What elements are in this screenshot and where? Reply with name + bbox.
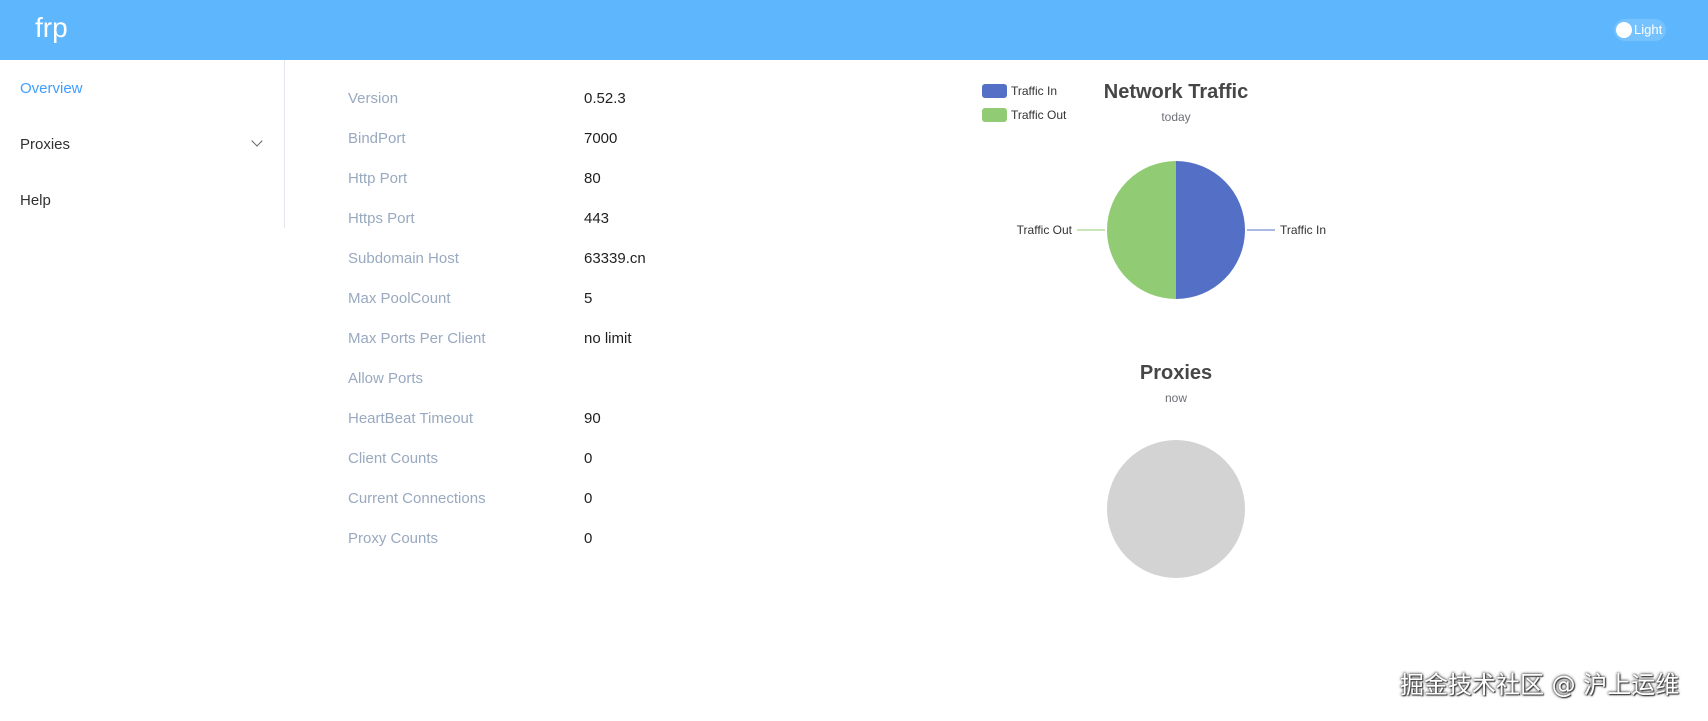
info-label: Https Port bbox=[348, 210, 415, 227]
toggle-knob bbox=[1616, 22, 1632, 38]
info-value: 5 bbox=[584, 290, 593, 307]
traffic-legend: Traffic In Traffic Out bbox=[982, 84, 1067, 122]
info-label: Allow Ports bbox=[348, 370, 424, 387]
legend-item-traffic-in[interactable]: Traffic In bbox=[1011, 84, 1057, 98]
info-label: BindPort bbox=[348, 130, 406, 147]
info-label: Current Connections bbox=[348, 490, 486, 507]
info-label: Proxy Counts bbox=[348, 530, 439, 547]
sidebar-item-proxies[interactable]: Proxies bbox=[20, 136, 71, 153]
proxies-chart: Proxies now bbox=[1107, 362, 1245, 578]
info-value: 63339.cn bbox=[584, 250, 646, 267]
info-label: Max PoolCount bbox=[348, 290, 451, 307]
info-value: no limit bbox=[584, 330, 632, 347]
info-label: Subdomain Host bbox=[348, 250, 459, 267]
info-value: 80 bbox=[584, 170, 601, 187]
proxies-chart-subtitle: now bbox=[1165, 391, 1187, 405]
info-label: Version bbox=[348, 90, 399, 107]
theme-toggle-label: Light bbox=[1634, 22, 1663, 37]
info-label: Http Port bbox=[348, 170, 408, 187]
info-value: 0.52.3 bbox=[584, 90, 626, 107]
info-value: 0 bbox=[584, 490, 593, 507]
info-label: HeartBeat Timeout bbox=[348, 410, 474, 427]
legend-swatch-traffic-out[interactable] bbox=[982, 108, 1007, 122]
network-traffic-chart: Traffic In Traffic Out Network Traffic to… bbox=[982, 81, 1326, 299]
proxies-pie bbox=[1107, 440, 1245, 578]
traffic-chart-subtitle: today bbox=[1161, 110, 1190, 124]
top-header: frp Light bbox=[0, 0, 1708, 60]
info-label: Max Ports Per Client bbox=[348, 330, 486, 347]
info-label: Client Counts bbox=[348, 450, 439, 467]
traffic-pie-labels: Traffic In Traffic Out bbox=[1017, 223, 1326, 237]
pie-label-traffic-in: Traffic In bbox=[1280, 223, 1326, 237]
sidebar-menu: Overview Proxies Help bbox=[0, 60, 285, 228]
theme-toggle[interactable]: Light bbox=[1614, 19, 1666, 41]
sidebar-item-help[interactable]: Help bbox=[20, 192, 51, 209]
traffic-pie bbox=[1107, 161, 1245, 299]
brand-logo[interactable]: frp bbox=[35, 12, 68, 43]
pie-slice-traffic-in[interactable] bbox=[1176, 161, 1245, 299]
info-value: 0 bbox=[584, 450, 593, 467]
proxies-chart-title: Proxies bbox=[1140, 362, 1212, 384]
traffic-chart-title: Network Traffic bbox=[1104, 81, 1248, 103]
info-value: 443 bbox=[584, 210, 610, 227]
pie-label-traffic-out: Traffic Out bbox=[1017, 223, 1073, 237]
sidebar-item-overview[interactable]: Overview bbox=[20, 80, 83, 97]
legend-item-traffic-out[interactable]: Traffic Out bbox=[1011, 108, 1067, 122]
pie-slice-traffic-out[interactable] bbox=[1107, 161, 1176, 299]
pie-empty-placeholder bbox=[1107, 440, 1245, 578]
legend-swatch-traffic-in[interactable] bbox=[982, 84, 1007, 98]
info-value: 7000 bbox=[584, 130, 618, 147]
watermark: 掘金技术社区 @ 沪上运维 bbox=[1400, 671, 1680, 699]
info-value: 90 bbox=[584, 410, 601, 427]
info-value: 0 bbox=[584, 530, 593, 547]
